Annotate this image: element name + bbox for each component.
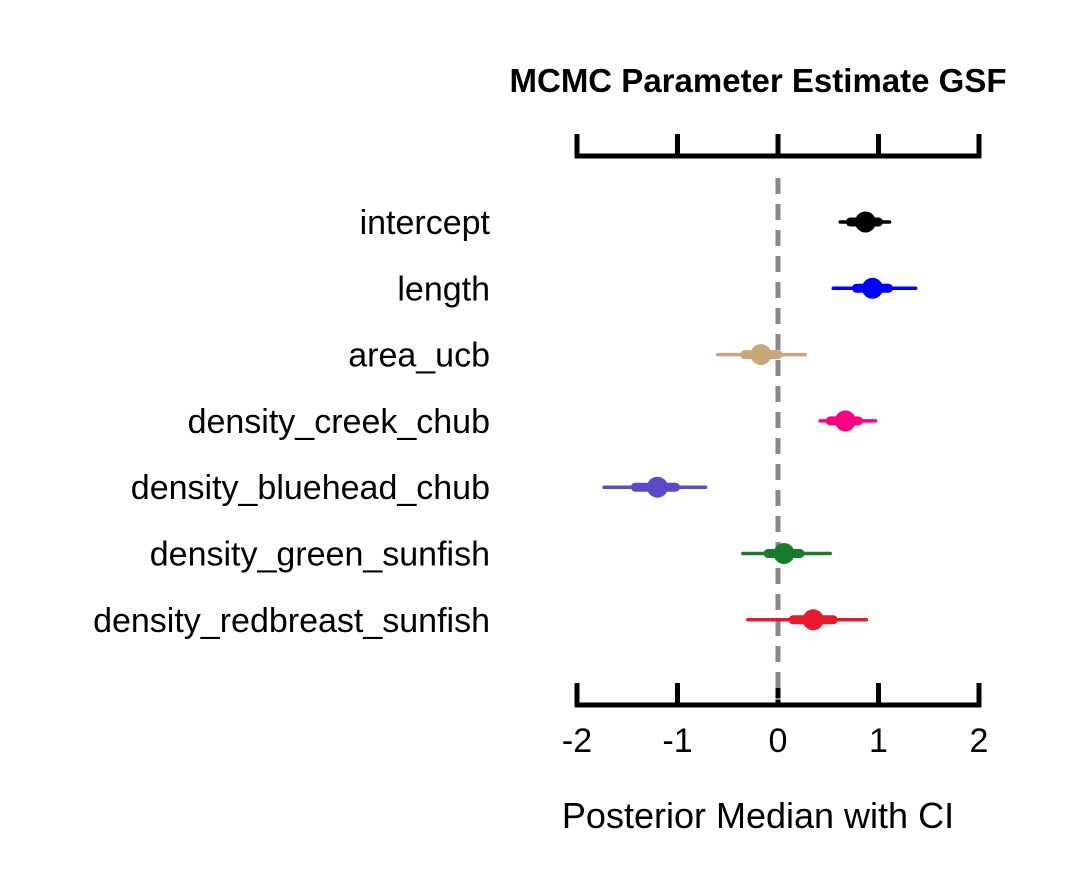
median-point	[861, 277, 883, 299]
row-label: intercept	[360, 204, 491, 242]
top-axis	[574, 134, 982, 159]
x-tick-label: 1	[869, 722, 888, 760]
chart-title: MCMC Parameter Estimate GSF	[510, 62, 1007, 99]
x-tick-label: 0	[769, 722, 788, 760]
estimate-row: length	[397, 270, 918, 308]
row-label: area_ucb	[348, 337, 490, 375]
rows-layer: intercept length area_ucb density_creek_chu…	[93, 204, 918, 640]
estimate-row: density_creek_chub	[188, 403, 878, 441]
row-label: density_bluehead_chub	[131, 469, 490, 507]
x-axis-label: Posterior Median with CI	[562, 795, 954, 836]
x-tick-label: -1	[662, 722, 692, 760]
median-point	[773, 543, 795, 564]
median-point	[834, 410, 856, 432]
x-tick-label: 2	[970, 722, 989, 760]
x-tick-label: -2	[562, 722, 592, 760]
median-point	[646, 476, 668, 498]
row-label: density_creek_chub	[188, 403, 490, 441]
row-label: density_redbreast_sunfish	[93, 602, 490, 640]
median-point	[854, 211, 876, 233]
estimate-row: density_redbreast_sunfish	[93, 602, 869, 640]
estimate-row: density_bluehead_chub	[131, 469, 708, 507]
median-point	[802, 609, 824, 631]
bottom-axis: -2 -1 0 1 2	[562, 683, 989, 760]
estimate-row: area_ucb	[348, 337, 807, 375]
median-point	[750, 344, 772, 366]
estimate-row: density_green_sunfish	[150, 536, 833, 574]
row-label: length	[397, 270, 490, 308]
row-label: density_green_sunfish	[150, 536, 490, 574]
estimate-row: intercept	[360, 204, 892, 242]
